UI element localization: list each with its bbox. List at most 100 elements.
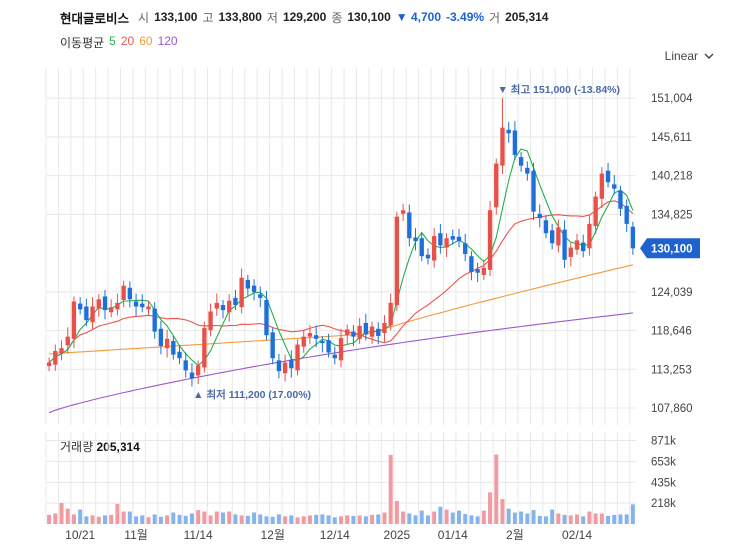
candle — [413, 228, 418, 251]
volume-bar — [332, 517, 337, 524]
candle — [562, 220, 567, 269]
candle — [512, 121, 518, 160]
candle — [556, 219, 561, 253]
candle — [475, 262, 480, 283]
candle-body — [512, 130, 518, 155]
last-price-label: 130,100 — [651, 243, 693, 255]
candle-body — [425, 254, 431, 259]
scale-label: Linear — [664, 49, 698, 63]
volume-bar — [258, 514, 263, 524]
x-tick-label: 11/14 — [184, 528, 213, 542]
high-label: 고 — [202, 10, 214, 25]
candle — [115, 293, 120, 316]
candle-body — [562, 229, 567, 260]
candle — [102, 289, 108, 320]
candle-body — [438, 233, 443, 246]
candle-body — [487, 210, 493, 270]
volume-bar — [270, 516, 275, 524]
candle-body — [413, 237, 418, 242]
volume-title-label: 거래량 — [60, 440, 94, 454]
candle — [438, 223, 443, 254]
volume-bar — [239, 515, 244, 524]
candle-body — [407, 212, 412, 239]
volume-bar — [134, 516, 139, 524]
candle — [270, 327, 275, 365]
candle-body — [258, 294, 263, 298]
close-label: 종 — [331, 10, 343, 25]
candle — [127, 281, 133, 308]
volume-bar — [295, 517, 300, 524]
ma-60-toggle[interactable]: 60 — [139, 34, 153, 48]
volume-bar — [59, 502, 64, 524]
ma-20-toggle[interactable]: 20 — [120, 34, 135, 48]
candle — [146, 301, 151, 316]
candle — [593, 191, 598, 235]
candle-body — [152, 308, 157, 332]
change-value: ▼ 4,700 — [395, 10, 442, 24]
volume-bar — [345, 515, 350, 524]
candle-body — [183, 360, 188, 371]
candle — [320, 335, 325, 353]
candle — [332, 346, 337, 365]
candle — [425, 248, 431, 265]
ma-5-toggle[interactable]: 5 — [109, 34, 116, 48]
last-price-tag — [640, 238, 700, 259]
volume-bar — [189, 513, 194, 524]
moving-average-title: 이동평균 — [60, 36, 105, 50]
volume-bar — [407, 513, 412, 524]
volume-bar — [488, 492, 493, 524]
candle — [251, 279, 257, 301]
close-value: 130,100 — [347, 10, 391, 24]
x-tick-label: 12/14 — [320, 528, 350, 542]
candle — [518, 152, 524, 172]
candle — [581, 234, 586, 258]
volume-bar — [593, 513, 598, 524]
volume-bar — [314, 514, 319, 524]
volume-title-value: 205,314 — [96, 440, 140, 454]
candle — [140, 294, 145, 313]
volume-bar — [630, 504, 635, 524]
candle — [618, 185, 623, 216]
candle — [463, 233, 468, 262]
x-tick-label: 2025 — [384, 528, 411, 542]
volume-bar — [71, 514, 76, 524]
candle-body — [494, 163, 499, 208]
chevron-down-icon — [704, 49, 714, 63]
candle — [357, 317, 362, 344]
volume-bar — [506, 508, 511, 524]
candle-body — [214, 302, 219, 309]
candle — [71, 296, 77, 349]
volume-bar — [103, 515, 107, 524]
scale-dropdown[interactable]: Linear — [665, 49, 714, 63]
candle-body — [376, 328, 381, 336]
candle-body — [227, 300, 232, 313]
volume-bar — [320, 514, 325, 524]
candle-body — [264, 300, 269, 336]
candle — [599, 167, 605, 209]
volume-bar — [96, 516, 101, 524]
low-label: 저 — [266, 10, 278, 25]
volume-bar — [289, 515, 294, 524]
ma-120-toggle[interactable]: 120 — [157, 34, 178, 48]
volume-bar — [301, 516, 306, 524]
candle — [500, 98, 505, 174]
candle-body — [115, 302, 120, 310]
candle-body — [245, 279, 251, 289]
volume-bar — [531, 510, 536, 524]
volume-bar — [115, 503, 120, 524]
candle-body — [251, 285, 257, 293]
y-tick-label: 118,646 — [651, 326, 692, 338]
candle-body — [289, 359, 294, 369]
candle-body — [233, 297, 238, 306]
candle — [450, 229, 455, 245]
volume-bar — [53, 513, 58, 524]
candle-body — [127, 287, 133, 300]
candle-body — [102, 296, 108, 311]
candle-body — [65, 336, 70, 346]
y-tick-label: 113,253 — [651, 364, 692, 376]
candle-body — [531, 170, 536, 212]
volume-bar — [171, 512, 176, 524]
candle — [469, 251, 474, 281]
candle — [171, 335, 176, 360]
